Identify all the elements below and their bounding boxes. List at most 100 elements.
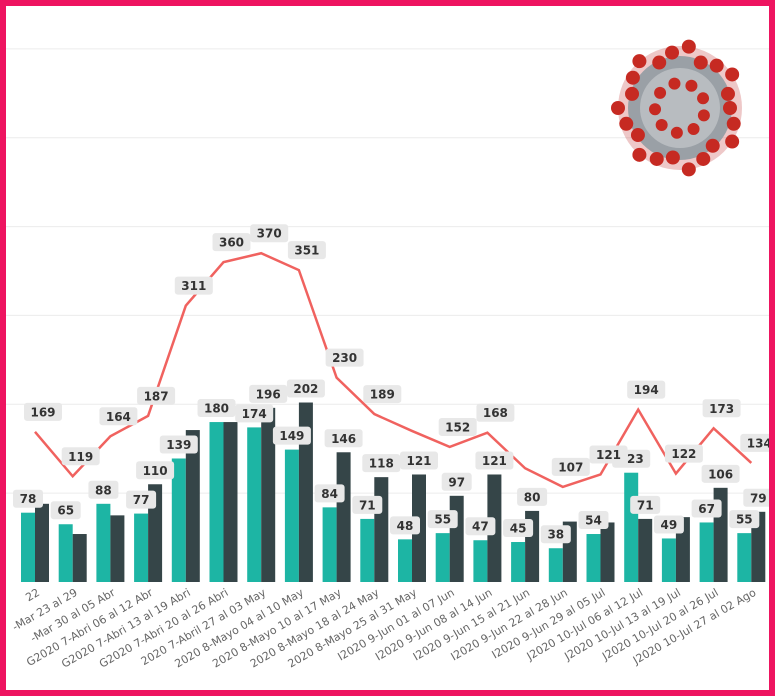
data-label: 146 xyxy=(331,432,356,446)
data-label: 49 xyxy=(661,518,678,532)
data-label: 139 xyxy=(166,438,191,452)
data-label: 121 xyxy=(596,448,621,462)
spike xyxy=(632,54,647,69)
data-label-bg xyxy=(13,489,43,508)
data-label-bg xyxy=(249,384,288,403)
bar xyxy=(586,534,601,582)
data-label: 187 xyxy=(144,389,169,403)
data-label: 54 xyxy=(585,514,602,528)
bar xyxy=(661,538,676,582)
data-label-bg xyxy=(99,407,138,426)
data-label: 173 xyxy=(709,402,734,416)
data-label-bg xyxy=(325,348,364,367)
bar xyxy=(284,449,299,582)
data-label: 164 xyxy=(106,410,131,424)
spike xyxy=(619,116,634,131)
bar xyxy=(322,507,337,582)
data-label-bg xyxy=(174,276,213,295)
data-label: 230 xyxy=(332,351,357,365)
data-label: 169 xyxy=(30,405,55,419)
spike xyxy=(625,70,640,85)
bar xyxy=(209,422,224,582)
data-label-bg xyxy=(197,399,236,418)
data-label: 78 xyxy=(20,492,37,506)
data-label-bg xyxy=(503,519,534,538)
data-label: 45 xyxy=(510,522,527,536)
bar xyxy=(134,513,149,582)
spike xyxy=(649,151,664,166)
spike xyxy=(649,103,662,116)
data-label-bg xyxy=(24,402,62,421)
bar xyxy=(374,477,389,582)
data-label: 48 xyxy=(397,519,414,533)
data-label-bg xyxy=(630,495,661,514)
data-label: 119 xyxy=(68,450,93,464)
data-label-bg xyxy=(427,510,458,529)
data-label-bg xyxy=(159,435,198,454)
spike xyxy=(723,101,737,115)
bar xyxy=(58,524,73,582)
spike xyxy=(665,45,680,60)
data-label: 311 xyxy=(181,279,206,293)
data-label-bg xyxy=(729,510,760,529)
data-label: 351 xyxy=(294,244,319,258)
bar xyxy=(751,511,766,582)
data-label: 80 xyxy=(524,490,541,504)
spike xyxy=(687,123,700,136)
data-label: 194 xyxy=(634,383,659,397)
bar xyxy=(737,533,752,582)
data-label-bg xyxy=(88,480,119,499)
bar xyxy=(72,534,87,582)
data-label-bg xyxy=(476,403,515,422)
data-label: 122 xyxy=(671,447,696,461)
bar xyxy=(473,540,488,582)
data-label-bg xyxy=(438,417,477,436)
data-label-bg xyxy=(653,515,684,534)
spike xyxy=(685,79,698,92)
spike xyxy=(665,150,680,165)
bar xyxy=(171,458,186,582)
data-label-bg xyxy=(136,461,175,480)
data-label: 189 xyxy=(370,388,395,402)
data-label: 174 xyxy=(242,407,267,421)
spike xyxy=(720,86,735,101)
data-label: 121 xyxy=(406,454,431,468)
data-label: 71 xyxy=(359,498,376,512)
spike xyxy=(611,101,625,115)
data-label-bg xyxy=(702,399,741,418)
bar xyxy=(511,542,526,582)
bar xyxy=(247,427,262,582)
spike xyxy=(725,134,740,149)
bar xyxy=(398,539,412,582)
bar xyxy=(148,484,163,582)
bar xyxy=(96,503,111,582)
data-label: 152 xyxy=(445,420,470,434)
spike xyxy=(670,126,683,139)
data-label-bg xyxy=(701,464,740,483)
bar xyxy=(600,522,615,582)
data-label-bg xyxy=(126,490,157,509)
spike xyxy=(696,151,711,166)
spike xyxy=(693,55,708,70)
data-label: 88 xyxy=(95,483,112,497)
data-label: 110 xyxy=(143,464,168,478)
data-label-bg xyxy=(272,426,311,445)
data-label: 118 xyxy=(369,457,394,471)
data-label-bg xyxy=(324,429,363,448)
data-label-bg xyxy=(137,386,176,405)
data-label-bg xyxy=(627,380,666,399)
virus-image xyxy=(611,39,742,177)
spike xyxy=(697,109,710,122)
bar xyxy=(624,472,639,582)
data-label: 134 xyxy=(747,436,772,450)
bar xyxy=(110,515,125,582)
data-label-bg xyxy=(235,404,274,423)
data-label: 107 xyxy=(558,460,583,474)
data-label-bg xyxy=(314,484,345,503)
data-label: 202 xyxy=(293,382,318,396)
data-label: 97 xyxy=(448,475,465,489)
data-label: 168 xyxy=(483,406,508,420)
spike xyxy=(668,77,681,90)
